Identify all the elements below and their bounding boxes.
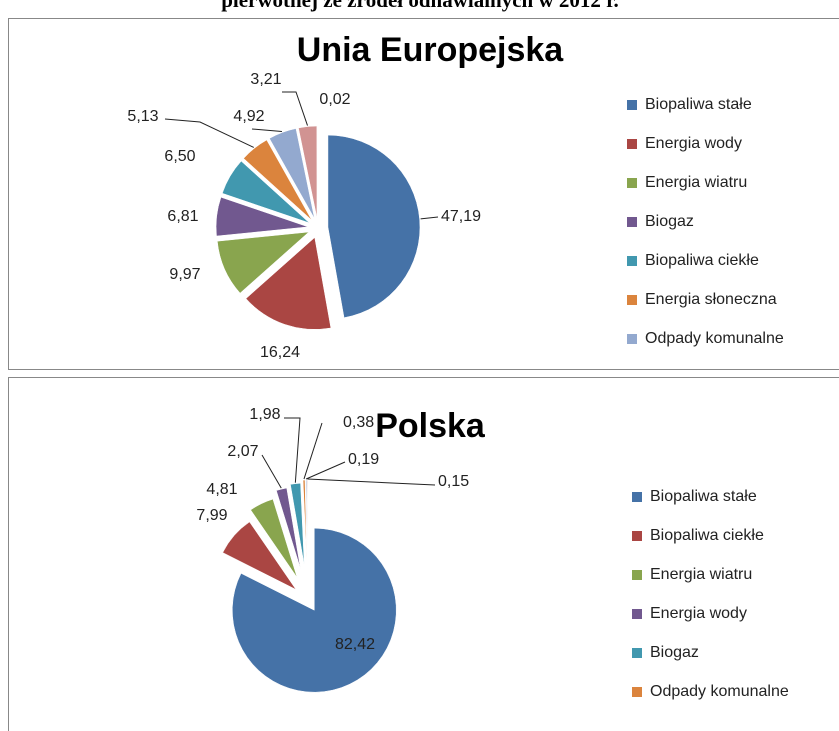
data-label: 0,15 <box>438 473 469 490</box>
pie-slice <box>269 128 315 219</box>
pie-slice <box>298 125 318 219</box>
legend-swatch <box>627 295 637 305</box>
pie-slice <box>305 479 308 563</box>
legend-swatch <box>627 334 637 344</box>
data-label: 4,92 <box>233 108 264 125</box>
data-label: 2,07 <box>227 443 258 460</box>
pie-slice <box>222 521 297 590</box>
data-label: 0,38 <box>343 414 374 431</box>
legend-swatch <box>632 648 642 658</box>
data-label: 0,02 <box>319 91 350 108</box>
legend-label: Biopaliwa ciekłe <box>650 527 764 544</box>
legend-swatch <box>627 139 637 149</box>
leader-line <box>261 454 282 489</box>
data-label: 5,13 <box>127 108 158 125</box>
legend-label: Odpady komunalne <box>645 330 784 347</box>
leader-line <box>305 461 346 480</box>
data-label: 6,81 <box>167 208 198 225</box>
pie-slice <box>215 196 309 237</box>
legend-swatch <box>627 100 637 110</box>
pie-slice <box>250 498 298 578</box>
pie-slice <box>302 479 307 563</box>
legend-label: Biopaliwa stałe <box>650 488 757 505</box>
pie-slice <box>327 134 421 318</box>
pie-slice <box>221 160 310 224</box>
legend-label: Energia słoneczna <box>645 291 777 308</box>
data-label: 82,42 <box>335 636 375 653</box>
legend-label: Biogaz <box>650 644 699 661</box>
leader-line <box>284 417 301 483</box>
legend-swatch <box>627 256 637 266</box>
legend-label: Odpady komunalne <box>650 683 789 700</box>
data-label: 7,99 <box>196 507 227 524</box>
data-label: 6,50 <box>164 148 195 165</box>
legend-swatch <box>632 531 642 541</box>
legend-swatch <box>632 570 642 580</box>
legend-swatch <box>632 492 642 502</box>
chart-title: Unia Europejska <box>297 31 565 69</box>
legend-label: Energia wody <box>645 135 742 152</box>
legend-label: Biopaliwa ciekłe <box>645 252 759 269</box>
legend-label: Biopaliwa stałe <box>645 96 752 113</box>
chart-frame <box>8 377 839 731</box>
data-label: 4,81 <box>206 481 237 498</box>
pie-slice <box>276 487 301 569</box>
chart-title: Polska <box>375 407 486 445</box>
data-label: 3,21 <box>250 71 281 88</box>
page-title: pierwotnej ze źródeł odnawialnych w 2012… <box>221 0 619 12</box>
legend-swatch <box>632 687 642 697</box>
data-label: 0,19 <box>348 451 379 468</box>
leader-line <box>303 422 323 480</box>
pie-slice <box>243 139 312 221</box>
data-label: 16,24 <box>260 344 300 361</box>
legend-label: Energia wody <box>650 605 747 622</box>
legend-swatch <box>632 609 642 619</box>
chart-frame <box>8 18 839 370</box>
data-label: 1,98 <box>249 406 280 423</box>
pie-slice <box>245 236 332 330</box>
legend-label: Energia wiatru <box>645 174 747 191</box>
pie-slice <box>217 231 310 294</box>
leader-line <box>282 91 308 126</box>
legend-label: Energia wiatru <box>650 566 752 583</box>
legend-swatch <box>627 178 637 188</box>
leader-line <box>420 216 439 220</box>
pie-slice <box>232 527 397 693</box>
leader-line <box>164 118 254 148</box>
leader-line <box>251 128 282 133</box>
data-label: 9,97 <box>169 266 200 283</box>
legend-label: Biogaz <box>645 213 694 230</box>
data-label: 47,19 <box>441 208 481 225</box>
pie-slice <box>306 479 309 563</box>
legend-swatch <box>627 217 637 227</box>
leader-line <box>307 478 436 486</box>
pie-slice <box>290 483 305 566</box>
